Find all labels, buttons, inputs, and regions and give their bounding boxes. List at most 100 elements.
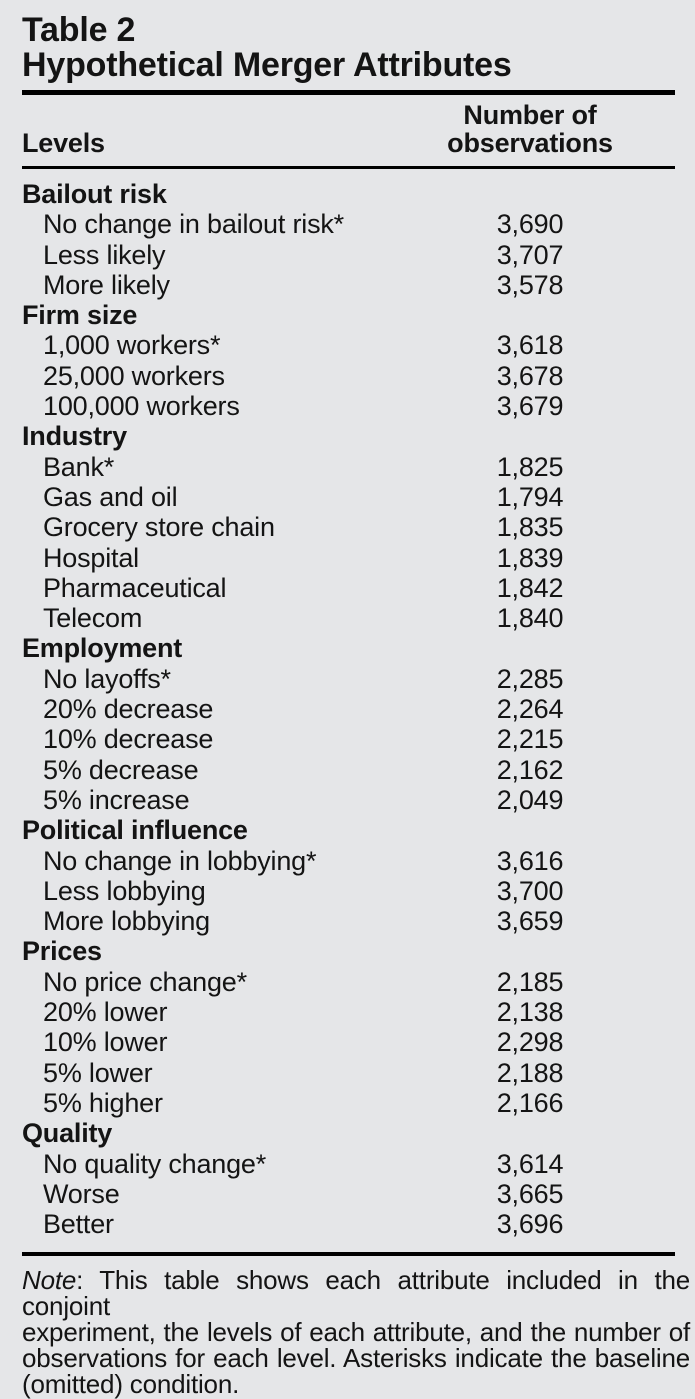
observations-value: 3,696 (496, 1209, 564, 1240)
attribute-section-row: Political influence (22, 815, 675, 845)
observations-value: 1,794 (496, 481, 564, 512)
level-label: 1,000 workers* (43, 330, 221, 361)
attribute-name: Political influence (22, 815, 248, 846)
observations-value: 2,264 (496, 694, 564, 725)
note-text: : This table shows each attribute includ… (22, 1265, 690, 1322)
attribute-section-row: Prices (22, 936, 675, 966)
attribute-name: Industry (22, 421, 127, 452)
attribute-section-row: Industry (22, 421, 675, 451)
table-row: 1,000 workers* 3,618 (22, 330, 675, 360)
level-label: 20% decrease (43, 694, 214, 725)
observations-value: 2,215 (496, 724, 564, 755)
table-row: Worse 3,665 (22, 1179, 675, 1209)
table-row: No price change* 2,185 (22, 967, 675, 997)
level-label: Grocery store chain (43, 512, 275, 543)
note-line: experiment, the levels of each attribute… (22, 1317, 690, 1348)
level-label: Better (43, 1209, 114, 1240)
level-label: Worse (43, 1178, 120, 1209)
observations-value: 3,700 (496, 875, 564, 906)
column-header-levels: Levels (22, 128, 105, 158)
observations-value-empty (445, 179, 615, 209)
table-row: 5% lower 2,188 (22, 1058, 675, 1088)
level-label: Less lobbying (43, 875, 206, 906)
note-line: Note: This table shows each attribute in… (22, 1267, 690, 1319)
bottom-divider (22, 1252, 675, 1257)
observations-value-empty (445, 1118, 615, 1148)
level-label: Gas and oil (43, 481, 178, 512)
table-row: 10% lower 2,298 (22, 1027, 675, 1057)
table-caption: Table 2 Hypothetical Merger Attributes (22, 13, 695, 83)
level-label: 10% lower (43, 1027, 168, 1058)
table-row: More lobbying 3,659 (22, 906, 675, 936)
table-number: Table 2 (22, 11, 136, 49)
top-divider (22, 90, 675, 95)
observations-value: 3,679 (496, 391, 564, 422)
observations-value: 2,188 (496, 1057, 564, 1088)
level-label: No change in bailout risk* (43, 209, 344, 240)
observations-value-empty (445, 421, 615, 451)
observations-value: 1,842 (496, 572, 564, 603)
attribute-name: Quality (22, 1118, 113, 1149)
table-row: Grocery store chain 1,835 (22, 512, 675, 542)
table-row: 5% decrease 2,162 (22, 755, 675, 785)
table-row: 20% decrease 2,264 (22, 694, 675, 724)
table-row: 25,000 workers 3,678 (22, 361, 675, 391)
table-row: Bank* 1,825 (22, 452, 675, 482)
level-label: More likely (43, 269, 170, 300)
observations-value: 3,690 (496, 209, 564, 240)
attribute-section-row: Firm size (22, 300, 675, 330)
table-title: Hypothetical Merger Attributes (22, 46, 512, 84)
observations-value: 2,285 (496, 663, 564, 694)
observations-value-empty (445, 300, 615, 330)
table-row: Less likely 3,707 (22, 240, 675, 270)
observations-value: 2,166 (496, 1087, 564, 1118)
observations-value: 2,138 (496, 997, 564, 1028)
table-row: Telecom 1,840 (22, 603, 675, 633)
level-label: Telecom (43, 603, 143, 634)
observations-value: 3,678 (496, 360, 564, 391)
observations-value: 3,616 (496, 845, 564, 876)
attribute-section-row: Bailout risk (22, 179, 675, 209)
observations-value: 3,707 (496, 239, 564, 270)
observations-value: 1,839 (496, 542, 564, 573)
level-label: 5% higher (43, 1087, 163, 1118)
attribute-name: Firm size (22, 300, 138, 331)
table-row: 20% lower 2,138 (22, 997, 675, 1027)
level-label: Pharmaceutical (43, 572, 227, 603)
level-label: Hospital (43, 542, 139, 573)
level-label: 100,000 workers (43, 391, 240, 422)
table-row: Gas and oil 1,794 (22, 482, 675, 512)
note-label: Note (22, 1265, 77, 1296)
level-label: Less likely (43, 239, 166, 270)
attribute-name: Bailout risk (22, 179, 167, 209)
level-label: No layoffs* (43, 663, 171, 694)
attribute-section-row: Employment (22, 633, 675, 663)
observations-value: 3,665 (496, 1178, 564, 1209)
level-label: 5% lower (43, 1057, 153, 1088)
observations-value: 2,162 (496, 754, 564, 785)
observations-value: 1,840 (496, 603, 564, 634)
level-label: Bank* (43, 451, 115, 482)
observations-value-empty (445, 633, 615, 663)
header-divider (22, 166, 675, 169)
attribute-section-row: Quality (22, 1118, 675, 1148)
note-line: observations for each level. Asterisks i… (22, 1343, 690, 1374)
level-label: 5% increase (43, 784, 190, 815)
table-row: 5% increase 2,049 (22, 785, 675, 815)
table-row: Pharmaceutical 1,842 (22, 573, 675, 603)
observations-value-empty (445, 936, 615, 966)
level-label: More lobbying (43, 906, 210, 937)
observations-value: 1,835 (496, 512, 564, 543)
table-row: 5% higher 2,166 (22, 1088, 675, 1118)
note-line: (omitted) condition. (22, 1369, 240, 1399)
level-label: 10% decrease (43, 724, 214, 755)
table-row: 10% decrease 2,215 (22, 724, 675, 754)
table-row: Less lobbying 3,700 (22, 876, 675, 906)
table-row: No quality change* 3,614 (22, 1149, 675, 1179)
observations-value: 3,614 (496, 1148, 564, 1179)
level-label: 5% decrease (43, 754, 199, 785)
column-header-observations: Number of observations (447, 100, 613, 158)
table-row: No layoffs* 2,285 (22, 664, 675, 694)
level-label: 20% lower (43, 997, 168, 1028)
